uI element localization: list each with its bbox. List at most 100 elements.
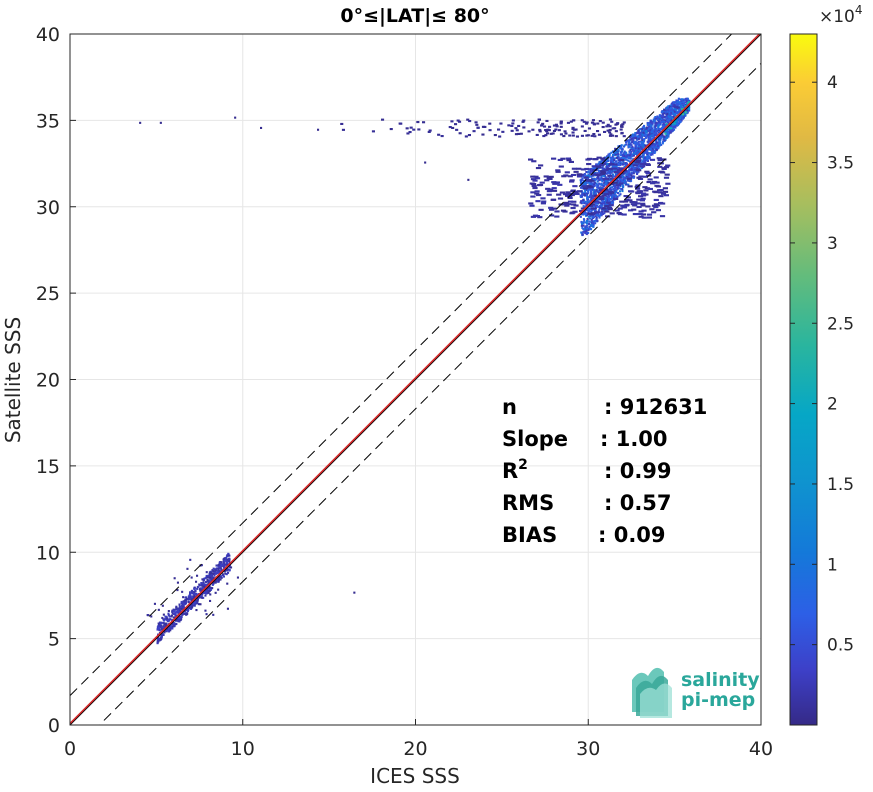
density-cell [612, 163, 618, 166]
density-cell [661, 110, 664, 113]
density-cell [536, 194, 542, 197]
density-cell [643, 124, 646, 127]
density-cell [206, 578, 209, 581]
density-cell [641, 138, 644, 141]
x-tick-label: 40 [749, 738, 773, 760]
density-cell [646, 181, 652, 184]
density-cell [199, 589, 202, 592]
density-cell [629, 142, 632, 145]
density-cell [590, 175, 593, 178]
density-cell [579, 201, 582, 204]
density-cell [584, 212, 587, 215]
density-cell [604, 197, 607, 200]
density-cell [184, 602, 187, 605]
density-cell [597, 214, 600, 217]
density-cell [472, 130, 476, 133]
density-cell [591, 221, 594, 224]
density-cell [639, 161, 642, 164]
density-cell [184, 599, 187, 602]
density-cell [605, 181, 608, 184]
density-cell [173, 622, 176, 625]
density-cell [405, 127, 409, 130]
density-cell [317, 128, 320, 131]
density-cell [664, 119, 667, 122]
density-cell [610, 158, 613, 161]
density-cell [562, 193, 569, 196]
density-cell [683, 114, 686, 117]
density-cell [651, 211, 657, 214]
density-cell [581, 187, 584, 190]
density-cell [623, 157, 626, 160]
density-cell [625, 196, 631, 199]
density-cell [601, 166, 604, 169]
density-cell [606, 129, 610, 132]
density-cell [592, 196, 595, 199]
density-cell [624, 203, 630, 206]
y-tick-label: 15 [36, 456, 60, 478]
density-cell [209, 572, 212, 575]
density-cell [618, 187, 621, 190]
density-cell [678, 121, 681, 124]
density-cell [626, 179, 629, 182]
density-cell [654, 117, 657, 120]
density-cell [226, 558, 229, 561]
density-cell [622, 157, 625, 160]
y-tick-label: 5 [48, 629, 60, 651]
density-cell [212, 577, 215, 580]
density-cell [627, 159, 630, 162]
density-cell [586, 227, 589, 230]
density-cell [179, 619, 182, 622]
density-cell [217, 565, 220, 568]
x-tick-label: 20 [403, 738, 427, 760]
density-cell [218, 561, 221, 564]
density-cell [590, 223, 593, 226]
density-cell [551, 132, 555, 135]
density-cell [644, 144, 647, 147]
density-cell [217, 567, 220, 570]
density-cell [207, 581, 210, 584]
density-cell [622, 121, 626, 124]
density-cell [180, 615, 183, 618]
density-cell [223, 563, 226, 566]
density-cell [167, 618, 170, 621]
density-cell [654, 150, 657, 153]
density-cell [637, 177, 644, 180]
density-cell [628, 142, 631, 145]
density-cell [182, 607, 185, 610]
density-cell [587, 192, 590, 195]
density-cell [593, 181, 596, 184]
density-cell [598, 171, 601, 174]
density-cell [601, 161, 604, 164]
density-cell [676, 112, 679, 115]
density-cell [683, 110, 686, 113]
density-cell [157, 637, 160, 640]
density-cell [191, 596, 194, 599]
density-cell [598, 211, 601, 214]
density-cell [667, 133, 670, 136]
density-cell [617, 156, 620, 159]
density-cell [207, 574, 210, 577]
density-cell [602, 178, 608, 181]
density-cell [616, 149, 619, 152]
density-cell [589, 207, 592, 210]
density-cell [589, 227, 592, 230]
density-cell [543, 125, 547, 128]
density-cell [622, 186, 625, 189]
density-cell [613, 187, 616, 190]
density-cell [649, 135, 652, 138]
density-cell [630, 165, 633, 168]
density-cell [557, 129, 561, 132]
density-cell [624, 153, 627, 156]
density-cell [640, 202, 646, 205]
density-cell [620, 162, 623, 165]
density-cell [581, 201, 584, 204]
density-cell [580, 224, 583, 227]
density-cell [640, 146, 643, 149]
density-cell [656, 157, 662, 160]
density-cell [617, 192, 620, 195]
density-cell [632, 149, 635, 152]
density-cell [217, 579, 220, 582]
density-cell [583, 129, 587, 132]
density-cell [573, 170, 579, 173]
density-cell [630, 163, 633, 166]
